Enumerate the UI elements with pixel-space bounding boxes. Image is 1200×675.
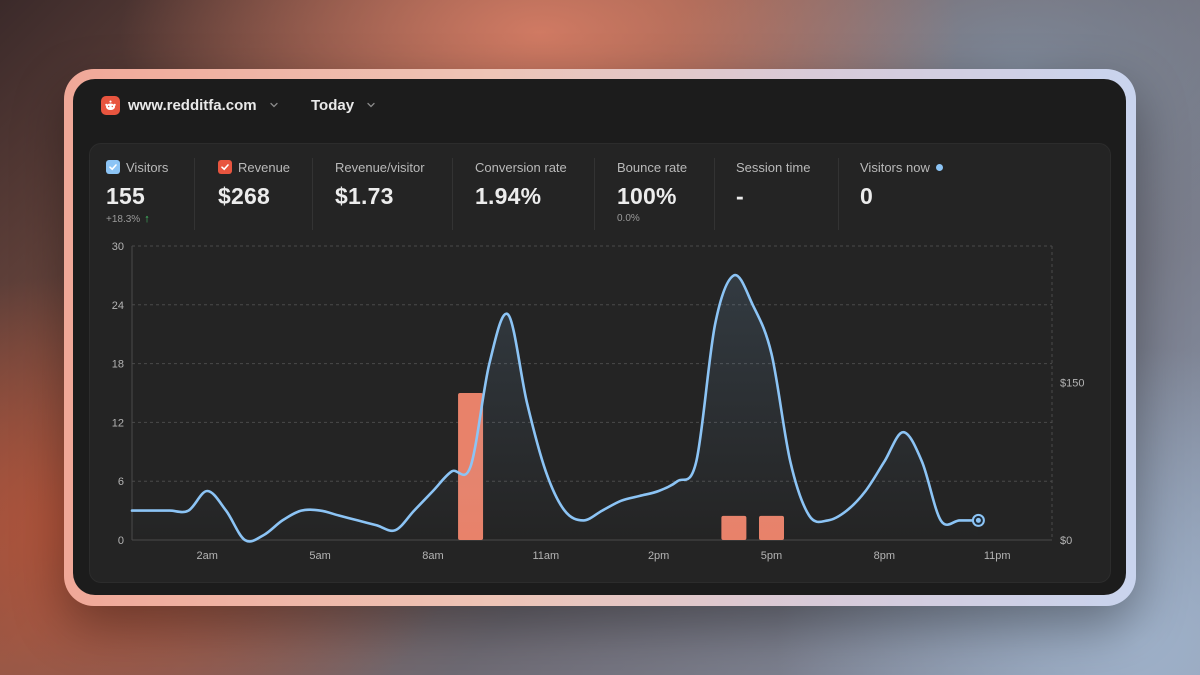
divider xyxy=(194,158,195,230)
check-icon xyxy=(221,164,229,171)
top-bar: www.redditfa.com Today xyxy=(73,79,1126,131)
metrics-row: Visitors 155 +18.3% ↑ Revenue xyxy=(90,144,1110,239)
metric-conversion-rate[interactable]: Conversion rate 1.94% xyxy=(475,158,567,230)
metric-visitors-now[interactable]: Visitors now 0 xyxy=(860,158,943,230)
metric-bounce-rate[interactable]: Bounce rate 100% 0.0% xyxy=(617,158,687,230)
metric-label: Bounce rate xyxy=(617,159,688,175)
metric-value: 155 xyxy=(106,183,145,209)
visitors-revenue-chart[interactable]: 0 6 12 18 24 30 $0 $150 2am 5am 8am 11am 2pm 5pm 8pm 11… xyxy=(90,144,1110,582)
metric-label: Revenue/visitor xyxy=(335,159,425,175)
metric-label: Conversion rate xyxy=(475,159,567,175)
x-tick-label: 2am xyxy=(197,550,218,562)
metric-label: Revenue xyxy=(238,159,291,175)
metric-value: 1.94% xyxy=(475,183,542,209)
chevron-down-icon xyxy=(367,102,375,108)
visitors-area xyxy=(132,275,979,542)
arrow-up-icon: ↑ xyxy=(144,213,150,225)
y-tick-label: 6 xyxy=(118,476,124,488)
divider xyxy=(452,158,453,230)
y-tick-label: 0 xyxy=(118,535,124,547)
period-label: Today xyxy=(311,96,355,114)
x-tick-label: 2pm xyxy=(648,550,669,562)
metric-revenue-per-visitor[interactable]: Revenue/visitor $1.73 xyxy=(335,158,425,230)
metric-label: Visitors now xyxy=(860,159,930,175)
metric-session-time[interactable]: Session time - xyxy=(736,158,810,230)
x-tick-label: 5pm xyxy=(761,550,782,562)
x-tick-label: 8pm xyxy=(874,550,895,562)
live-indicator-icon xyxy=(935,163,943,171)
analytics-window: www.redditfa.com Today Visitors xyxy=(73,79,1126,595)
x-tick-label: 8am xyxy=(422,550,443,562)
site-name: www.redditfa.com xyxy=(128,96,257,114)
metric-value: 100% xyxy=(617,183,677,209)
revenue-checkbox[interactable] xyxy=(218,160,232,174)
metric-value: $268 xyxy=(218,183,270,209)
stats-panel: Visitors 155 +18.3% ↑ Revenue xyxy=(89,143,1111,583)
y-tick-label: 24 xyxy=(112,300,124,312)
metric-change: 0.0% xyxy=(617,213,640,224)
visitors-checkbox[interactable] xyxy=(106,160,120,174)
y-tick-label: 18 xyxy=(112,359,124,371)
visitors-line xyxy=(130,273,980,543)
x-tick-label: 11pm xyxy=(984,550,1011,562)
metric-value: - xyxy=(736,183,744,209)
period-selector[interactable]: Today xyxy=(311,93,376,117)
divider xyxy=(312,158,313,230)
reddit-logo-icon xyxy=(101,95,120,115)
metric-label: Visitors xyxy=(126,159,169,175)
divider xyxy=(714,158,715,230)
y-right-tick-label: $150 xyxy=(1060,378,1084,390)
y-right-tick-label: $0 xyxy=(1060,535,1072,547)
metric-value: $1.73 xyxy=(335,183,394,209)
chevron-down-icon xyxy=(269,102,278,108)
metric-change: +18.3% xyxy=(106,213,141,225)
site-selector[interactable]: www.redditfa.com xyxy=(101,93,279,117)
metric-label: Session time xyxy=(736,159,811,175)
divider xyxy=(838,158,839,230)
metric-value: 0 xyxy=(860,183,873,209)
y-tick-label: 30 xyxy=(112,241,124,253)
metric-revenue[interactable]: Revenue $268 xyxy=(218,158,290,230)
visitors-last-point-dot xyxy=(975,517,981,523)
y-tick-label: 12 xyxy=(112,417,124,429)
divider xyxy=(594,158,595,230)
x-tick-label: 11am xyxy=(532,550,559,562)
x-tick-label: 5am xyxy=(309,550,330,562)
check-icon xyxy=(109,164,117,171)
metric-visitors[interactable]: Visitors 155 +18.3% ↑ xyxy=(106,158,168,230)
